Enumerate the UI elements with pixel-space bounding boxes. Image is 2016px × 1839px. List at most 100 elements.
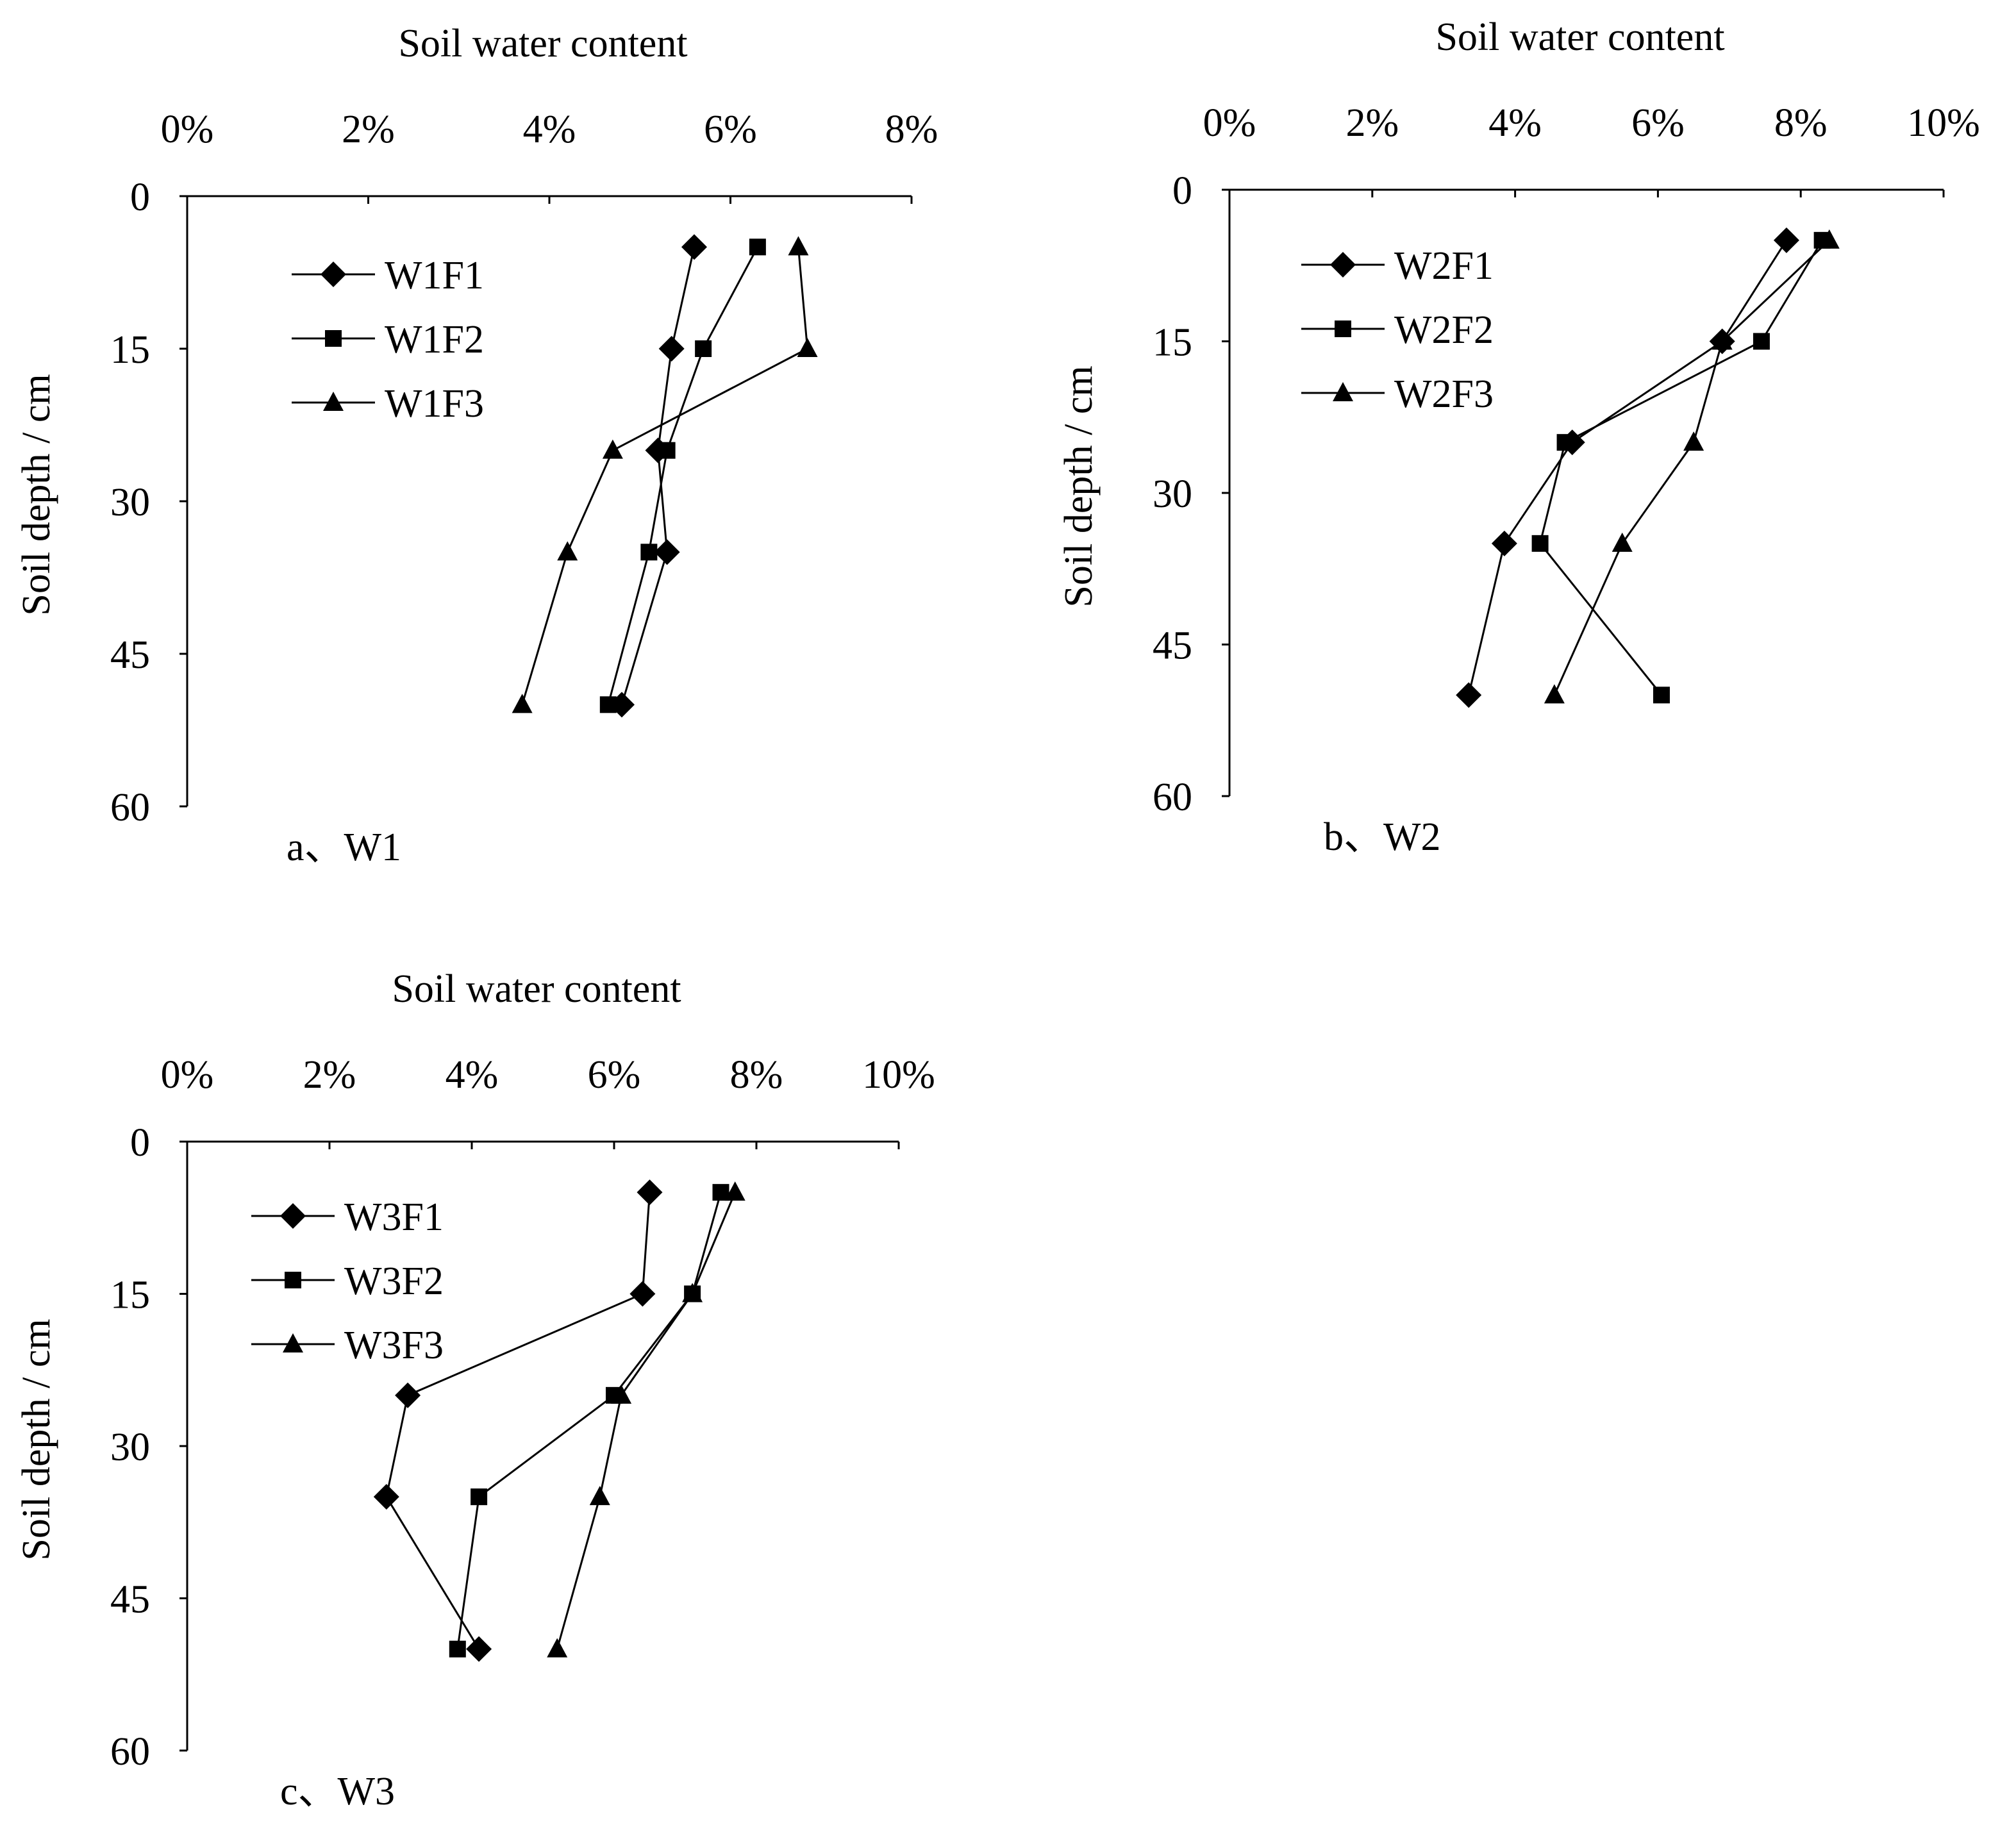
legend-marker bbox=[1333, 382, 1353, 401]
data-point-w2f2 bbox=[1653, 687, 1670, 704]
x-tick-label: 10% bbox=[862, 1053, 935, 1097]
x-axis-title: Soil water content bbox=[392, 967, 681, 1011]
y-tick-label: 30 bbox=[1153, 472, 1192, 516]
series-line-w2f3 bbox=[1553, 239, 1830, 695]
data-point-w1f1 bbox=[658, 336, 685, 362]
data-point-w2f2 bbox=[1556, 434, 1574, 451]
data-point-w2f3 bbox=[1683, 431, 1704, 451]
data-point-w3f3 bbox=[724, 1181, 746, 1201]
series-line-w1f2 bbox=[607, 246, 759, 705]
y-tick-label: 15 bbox=[1153, 321, 1192, 365]
y-tick-label: 0 bbox=[1172, 169, 1192, 213]
legend-label-w1f3: W1F3 bbox=[385, 382, 484, 426]
data-point-w3f3 bbox=[589, 1486, 610, 1506]
data-point-w3f1 bbox=[637, 1179, 663, 1206]
legend-label-w2f3: W2F3 bbox=[1394, 372, 1494, 416]
y-tick-label: 15 bbox=[110, 1274, 150, 1317]
data-point-w3f3 bbox=[547, 1638, 568, 1658]
x-tick-label: 6% bbox=[588, 1053, 641, 1097]
legend-label-w2f2: W2F2 bbox=[1394, 308, 1494, 352]
data-point-w1f2 bbox=[640, 544, 658, 561]
legend-label-w3f1: W3F1 bbox=[344, 1195, 444, 1239]
data-point-w1f1 bbox=[681, 234, 707, 260]
x-tick-label: 4% bbox=[446, 1053, 499, 1097]
data-point-w2f3 bbox=[1819, 229, 1840, 249]
data-point-w1f2 bbox=[599, 696, 617, 713]
panel-caption: b、W2 bbox=[1324, 815, 1441, 859]
data-point-w1f3 bbox=[557, 541, 578, 561]
series-line-w2f1 bbox=[1467, 240, 1788, 695]
x-tick-label: 6% bbox=[1631, 101, 1685, 145]
data-point-w3f1 bbox=[373, 1484, 399, 1510]
x-tick-label: 0% bbox=[161, 108, 214, 151]
y-axis-title: Soil depth / cm bbox=[1057, 365, 1101, 607]
y-tick-label: 15 bbox=[110, 328, 150, 372]
data-point-w1f3 bbox=[788, 236, 809, 256]
legend-marker bbox=[1330, 252, 1356, 278]
x-tick-label: 4% bbox=[523, 108, 576, 151]
data-point-w1f3 bbox=[602, 439, 623, 459]
data-point-w1f2 bbox=[749, 238, 766, 256]
data-point-w1f3 bbox=[512, 694, 533, 713]
legend-label-w3f2: W3F2 bbox=[344, 1260, 444, 1303]
panel-caption: c、W3 bbox=[280, 1770, 395, 1813]
chart-w2: 0% 2% 4% 6% 8% 10% 0 15 30 45 60 Soil water content… bbox=[1057, 15, 1980, 859]
legend-marker bbox=[321, 262, 346, 287]
legend-marker bbox=[280, 1203, 306, 1229]
x-axis-title: Soil water content bbox=[398, 22, 687, 65]
chart-w3: 0% 2% 4% 6% 8% 10% 0 15 30 45 60 Soil water content… bbox=[15, 967, 935, 1813]
series-line-w3f3 bbox=[556, 1192, 737, 1650]
y-axis-title: Soil depth / cm bbox=[15, 374, 58, 615]
data-point-w2f1 bbox=[1491, 530, 1517, 556]
x-tick-label: 2% bbox=[342, 108, 395, 151]
data-point-w2f1 bbox=[1456, 682, 1482, 708]
data-point-w1f3 bbox=[797, 338, 818, 357]
y-axis-title: Soil depth / cm bbox=[15, 1319, 58, 1560]
y-tick-label: 45 bbox=[110, 633, 150, 677]
legend-label-w2f1: W2F1 bbox=[1394, 244, 1494, 288]
data-point-w3f1 bbox=[629, 1281, 656, 1307]
x-tick-label: 8% bbox=[1774, 101, 1828, 145]
x-tick-label: 8% bbox=[730, 1053, 783, 1097]
data-point-w2f3 bbox=[1612, 532, 1633, 552]
data-point-w2f2 bbox=[1531, 535, 1549, 552]
y-tick-label: 0 bbox=[130, 1121, 150, 1165]
y-tick-label: 30 bbox=[110, 481, 150, 524]
series-line-w2f2 bbox=[1538, 240, 1823, 696]
y-tick-label: 60 bbox=[110, 786, 150, 829]
y-tick-label: 60 bbox=[110, 1730, 150, 1774]
legend-label-w1f1: W1F1 bbox=[385, 254, 484, 297]
legend-marker bbox=[323, 392, 344, 411]
legend-label-w3f3: W3F3 bbox=[344, 1324, 444, 1367]
x-tick-label: 0% bbox=[161, 1053, 214, 1097]
data-point-w2f3 bbox=[1712, 330, 1733, 350]
data-point-w3f3 bbox=[611, 1384, 632, 1404]
y-tick-label: 45 bbox=[1153, 624, 1192, 668]
data-point-w1f1 bbox=[654, 539, 680, 565]
y-tick-label: 60 bbox=[1153, 776, 1192, 819]
x-tick-label: 4% bbox=[1488, 101, 1542, 145]
data-point-w3f1 bbox=[395, 1382, 421, 1408]
data-point-w3f1 bbox=[466, 1636, 492, 1662]
data-point-w2f3 bbox=[1544, 684, 1565, 704]
y-tick-label: 45 bbox=[110, 1578, 150, 1622]
data-point-w1f2 bbox=[658, 442, 676, 459]
y-tick-label: 30 bbox=[110, 1426, 150, 1469]
y-tick-label: 0 bbox=[130, 176, 150, 219]
x-tick-label: 8% bbox=[885, 108, 938, 151]
x-tick-label: 2% bbox=[1345, 101, 1399, 145]
legend-marker bbox=[285, 1272, 301, 1288]
data-point-w3f2 bbox=[471, 1488, 488, 1506]
data-point-w1f2 bbox=[695, 340, 712, 357]
legend-label-w1f2: W1F2 bbox=[385, 318, 484, 362]
series-line-w1f1 bbox=[621, 247, 696, 705]
legend-marker bbox=[1335, 320, 1351, 337]
x-tick-label: 10% bbox=[1907, 101, 1980, 145]
series-line-w1f3 bbox=[521, 247, 809, 705]
data-point-w2f1 bbox=[1773, 227, 1799, 253]
panel-caption: a、W1 bbox=[287, 826, 401, 869]
data-point-w3f2 bbox=[449, 1640, 466, 1658]
chart-w1: 0% 2% 4% 6% 8% 0 15 30 45 60 Soil water content Soi… bbox=[15, 22, 938, 869]
legend-marker bbox=[325, 330, 342, 347]
